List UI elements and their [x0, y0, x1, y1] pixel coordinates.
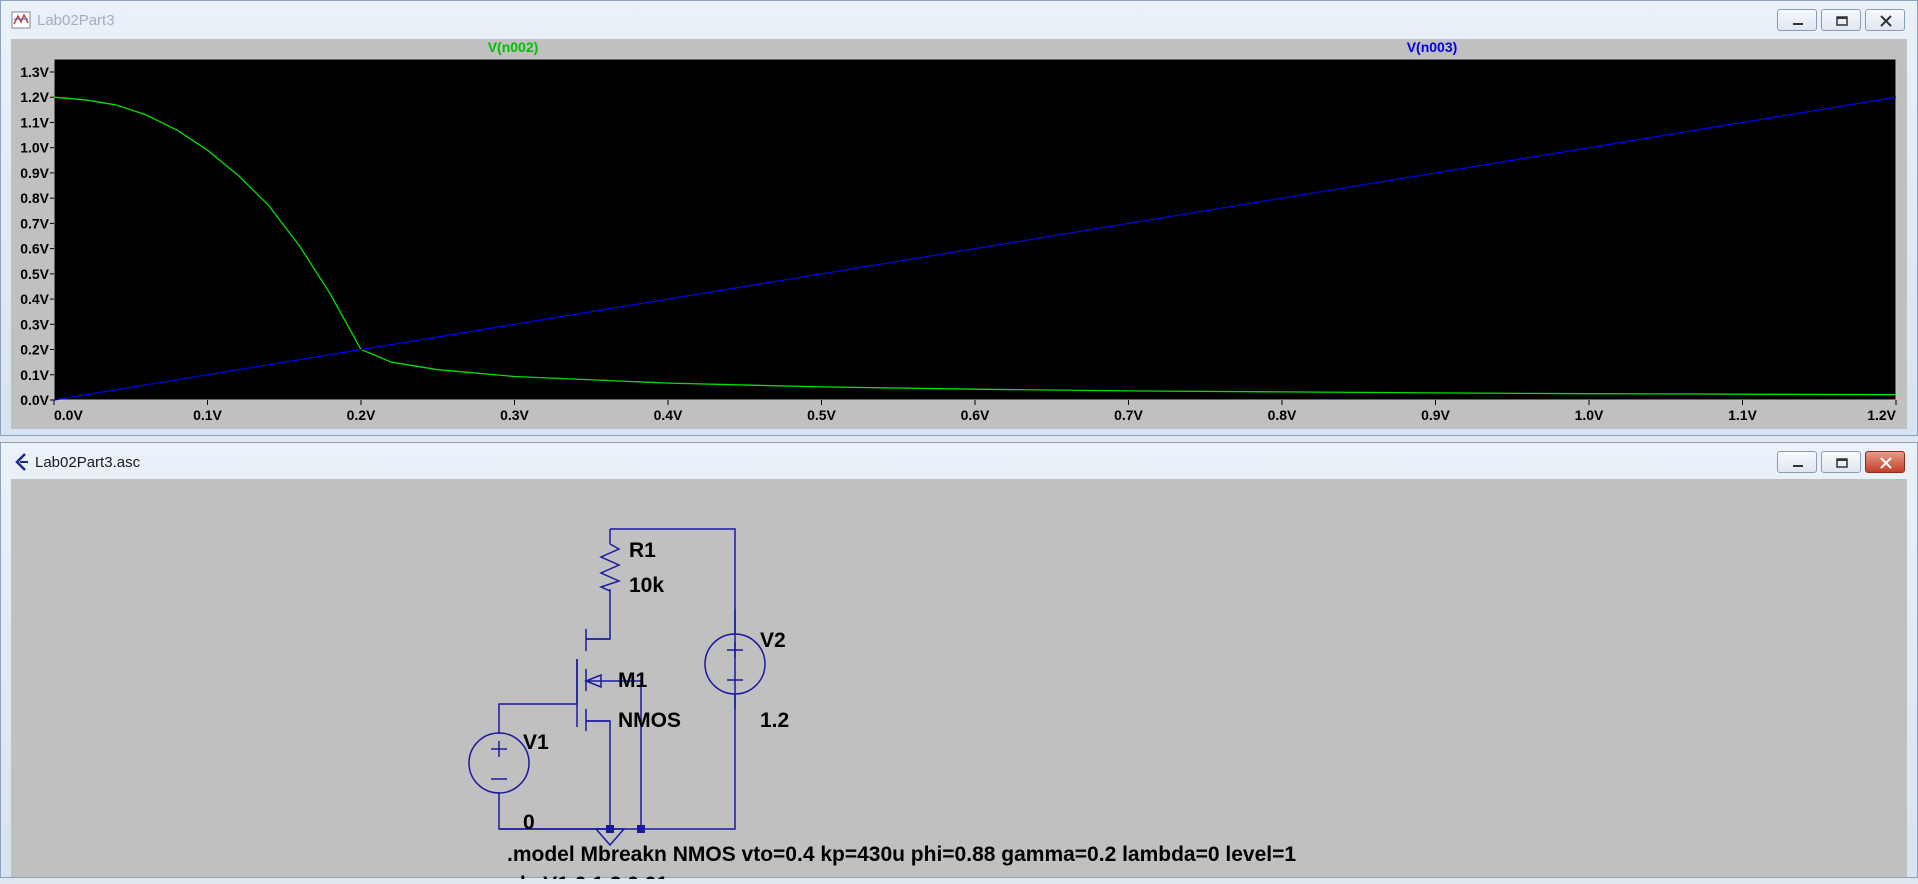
ltspice-icon [15, 453, 28, 471]
x-tick-label: 0.0V [54, 407, 83, 423]
r1-value[interactable]: 10k [629, 574, 664, 597]
maximize-button[interactable] [1821, 9, 1861, 31]
x-tick-label: 0.3V [500, 407, 529, 423]
wire[interactable] [586, 720, 611, 829]
m1-name[interactable]: M1 [618, 669, 647, 692]
minimize-icon [1793, 23, 1803, 25]
y-tick-label: 0.7V [20, 215, 49, 231]
x-tick-label: 0.9V [1421, 407, 1450, 423]
close-button[interactable] [1865, 451, 1905, 473]
legend-v-n002[interactable]: V(n002) [488, 39, 539, 55]
minimize-button[interactable] [1777, 9, 1817, 31]
schematic-drawing[interactable]: R1 10k M1 NMOS V2 1.2 V1 0 .model Mbreak… [11, 479, 1909, 884]
waveform-chart[interactable]: 0.0V 0.1V 0.2V 0.3V 0.4V 0.5V 0.6V 0.7V 0.8V 0.9V… [11, 39, 1909, 431]
restore-icon [1836, 458, 1848, 468]
plot-pane[interactable]: 0.0V 0.1V 0.2V 0.3V 0.4V 0.5V 0.6V 0.7V 0.8V 0.9V… [11, 39, 1907, 429]
y-tick-label: 0.8V [20, 190, 49, 206]
restore-icon [1836, 16, 1848, 26]
x-tick-label: 0.2V [347, 407, 376, 423]
junction-dot [606, 825, 614, 833]
y-tick-label: 1.2V [20, 89, 49, 105]
model-directive[interactable]: .model Mbreakn NMOS vto=0.4 kp=430u phi=… [507, 843, 1296, 866]
resistor-r1[interactable] [598, 543, 622, 592]
trace-v-n003[interactable] [53, 96, 1897, 401]
x-tick-label: 1.1V [1728, 407, 1757, 423]
waveform-icon [11, 11, 31, 29]
x-tick-label: 0.7V [1114, 407, 1143, 423]
waveform-titlebar[interactable]: Lab02Part3 [1, 1, 1917, 39]
y-tick-label: 0.6V [20, 241, 49, 257]
x-tick-label: 0.4V [654, 407, 683, 423]
wire[interactable] [586, 680, 642, 829]
y-tick-label: 1.0V [20, 140, 49, 156]
y-tick-label: 0.4V [20, 291, 49, 307]
y-tick-label: 1.3V [20, 64, 49, 80]
voltage-source-v1[interactable] [468, 732, 530, 794]
y-tick-label: 0.0V [20, 392, 49, 408]
x-tick-label: 0.1V [193, 407, 222, 423]
legend-v-n003[interactable]: V(n003) [1407, 39, 1458, 55]
wire[interactable] [586, 589, 611, 640]
trace-v-n002[interactable] [53, 96, 1897, 396]
x-tick-label: 0.6V [961, 407, 990, 423]
close-icon [1880, 15, 1892, 27]
window-title: Lab02Part3.asc [35, 454, 141, 471]
maximize-button[interactable] [1821, 451, 1861, 473]
dc-directive[interactable]: .dc V1 0 1.2 0.01 [507, 873, 668, 884]
junction-dot [637, 825, 645, 833]
window-title: Lab02Part3 [37, 12, 115, 29]
v2-value[interactable]: 1.2 [760, 709, 789, 732]
close-button[interactable] [1865, 9, 1905, 31]
y-tick-label: 0.3V [20, 316, 49, 332]
x-tick-label: 1.2V [1867, 407, 1896, 423]
voltage-source-v2[interactable] [704, 633, 766, 695]
close-icon [1880, 457, 1892, 469]
schematic-titlebar[interactable]: Lab02Part3.asc [1, 443, 1917, 481]
r1-name[interactable]: R1 [629, 539, 656, 562]
x-tick-label: 1.0V [1575, 407, 1604, 423]
y-tick-label: 1.1V [20, 114, 49, 130]
v2-name[interactable]: V2 [760, 629, 786, 652]
v1-value[interactable]: 0 [523, 811, 535, 834]
m1-model[interactable]: NMOS [618, 709, 681, 732]
y-tick-label: 0.5V [20, 266, 49, 282]
y-tick-label: 0.9V [20, 165, 49, 181]
wire[interactable] [498, 792, 610, 830]
schematic-canvas[interactable]: R1 10k M1 NMOS V2 1.2 V1 0 .model Mbreak… [11, 479, 1909, 884]
minimize-button[interactable] [1777, 451, 1817, 473]
minimize-icon [1793, 465, 1803, 467]
v1-name[interactable]: V1 [523, 731, 549, 754]
nmos-m1[interactable] [576, 629, 610, 731]
wire[interactable] [498, 659, 578, 734]
x-tick-label: 0.8V [1268, 407, 1297, 423]
schematic-window[interactable]: Lab02Part3.asc [0, 442, 1918, 884]
y-tick-label: 0.1V [20, 367, 49, 383]
x-tick-label: 0.5V [807, 407, 836, 423]
y-tick-label: 0.2V [20, 342, 49, 358]
plot-area[interactable] [53, 58, 1897, 401]
waveform-window[interactable]: Lab02Part3 0.0V 0.1V 0.2V 0.3V 0.4V 0.5V 0.6V 0… [0, 0, 1918, 436]
